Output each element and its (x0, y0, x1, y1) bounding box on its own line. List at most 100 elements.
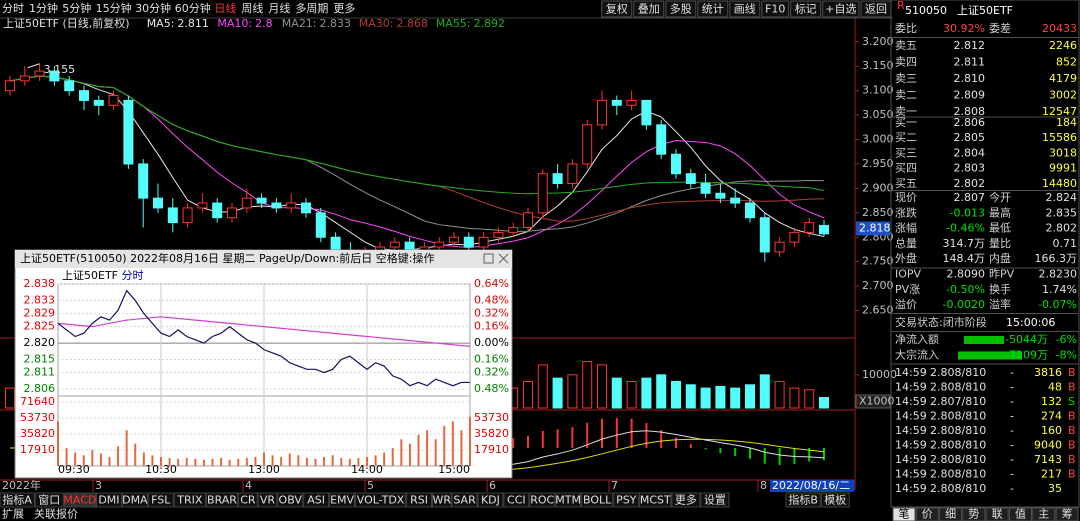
toolbar-button-label[interactable]: +自选 (825, 3, 856, 16)
side-tab-label[interactable]: 势 (968, 508, 979, 521)
toolbar-button[interactable] (697, 0, 729, 18)
toolbar-button[interactable] (822, 0, 860, 18)
side-tab-label[interactable]: 价 (922, 508, 933, 521)
indicator-tab-label[interactable]: CCI (507, 494, 526, 507)
indicator-tab[interactable] (238, 492, 258, 508)
period-tab[interactable]: 日线 (214, 1, 236, 15)
period-tab[interactable]: 更多 (333, 1, 355, 15)
indicator-tab-label[interactable]: 窗口 (38, 493, 60, 507)
toolbar-button-label[interactable]: F10 (765, 3, 785, 16)
indicator-tab[interactable] (671, 492, 701, 508)
indicator-tab-label[interactable]: 更多 (675, 493, 697, 507)
indicator-tab[interactable] (820, 492, 850, 508)
indicator-tab[interactable] (277, 492, 304, 508)
indicator-tab-label[interactable]: RSI (410, 494, 428, 507)
toolbar-button-label[interactable]: 画线 (734, 2, 756, 16)
indicator-tab[interactable] (0, 492, 35, 508)
side-tab[interactable] (915, 507, 939, 521)
indicator-tab-label[interactable]: OBV (279, 494, 303, 507)
indicator-tab[interactable] (173, 492, 206, 508)
popup-close[interactable] (498, 253, 509, 264)
indicator-tab-label[interactable]: VOL-TDX (357, 494, 405, 507)
indicator-tab-label[interactable]: KDJ (481, 494, 500, 507)
indicator-tab[interactable] (785, 492, 821, 508)
indicator-tab-label[interactable]: ROC (530, 494, 554, 507)
indicator-tab[interactable] (121, 492, 148, 508)
toolbar-button-label[interactable]: 统计 (702, 3, 724, 16)
indicator-tab-label[interactable]: 指标B (788, 493, 818, 507)
toolbar-button-label[interactable]: 标记 (795, 2, 817, 16)
toolbar-button[interactable] (665, 0, 697, 18)
side-tab-label[interactable]: 主 (1038, 508, 1049, 521)
indicator-tab[interactable] (432, 492, 452, 508)
indicator-tab-label[interactable]: SAR (453, 494, 476, 507)
indicator-tab-label[interactable]: DMA (122, 494, 148, 507)
toolbar-button-label[interactable]: 返回 (865, 3, 887, 16)
side-tab[interactable] (1009, 507, 1032, 521)
indicator-tab-label[interactable]: BOLL (583, 494, 612, 507)
indicator-tab[interactable] (34, 492, 64, 508)
period-tab[interactable]: 60分钟 (175, 1, 211, 15)
toolbar-button-label[interactable]: 复权 (606, 2, 628, 16)
indicator-tab[interactable] (303, 492, 330, 508)
period-tab[interactable]: 1分钟 (29, 1, 58, 15)
indicator-tab[interactable] (451, 492, 478, 508)
indicator-tab-label[interactable]: WR (433, 494, 452, 507)
indicator-tab-label[interactable]: DMI (98, 494, 119, 507)
indicator-tab[interactable] (329, 492, 356, 508)
indicator-tab[interactable] (639, 492, 672, 508)
period-tab[interactable]: 30分钟 (135, 1, 171, 15)
indicator-tab-label[interactable]: CR (240, 494, 256, 507)
indicator-tab[interactable] (355, 492, 407, 508)
indicator-tab-label[interactable]: TRIX (176, 494, 203, 507)
indicator-tab-label[interactable]: BRAR (207, 494, 237, 507)
indicator-tab[interactable] (147, 492, 174, 508)
indicator-tab-label[interactable]: MACD (63, 494, 96, 507)
indicator-tab-label[interactable]: EMV (330, 494, 354, 507)
indicator-tab[interactable] (477, 492, 504, 508)
period-tab[interactable]: 多周期 (295, 1, 328, 15)
indicator-tab[interactable] (257, 492, 278, 508)
indicator-tab[interactable] (700, 492, 730, 508)
period-tab[interactable]: 月线 (268, 1, 290, 15)
side-tab[interactable] (892, 507, 916, 521)
side-tab-label[interactable]: 值 (1015, 508, 1026, 521)
side-tab-label[interactable]: 笔 (899, 507, 910, 521)
side-tab[interactable] (962, 507, 986, 521)
period-tab[interactable]: 分时 (2, 2, 24, 15)
toolbar-button-label[interactable]: 叠加 (638, 3, 660, 16)
indicator-tab-label[interactable]: MCST (640, 494, 671, 507)
indicator-tab[interactable] (503, 492, 530, 508)
toolbar-button[interactable] (729, 0, 761, 18)
indicator-tab[interactable] (205, 492, 239, 508)
indicator-tab[interactable] (613, 492, 640, 508)
indicator-tab[interactable] (529, 492, 556, 508)
side-tab[interactable] (985, 507, 1009, 521)
toolbar-button[interactable] (761, 0, 790, 18)
indicator-tab[interactable] (63, 492, 97, 508)
indicator-tab[interactable] (96, 492, 122, 508)
side-tab-label[interactable]: 筹 (1062, 507, 1073, 521)
side-tab[interactable] (939, 507, 963, 521)
side-tab-label[interactable]: 联 (992, 508, 1003, 521)
period-tab[interactable]: 周线 (241, 1, 263, 15)
bottom-tab[interactable]: 扩展 (2, 507, 24, 521)
bottom-tab[interactable]: 关联报价 (34, 507, 78, 521)
toolbar-button[interactable] (790, 0, 822, 18)
side-tab[interactable] (1055, 507, 1079, 521)
indicator-tab-label[interactable]: 模板 (824, 493, 846, 507)
popup-max[interactable] (483, 253, 494, 264)
indicator-tab-label[interactable]: PSY (616, 494, 637, 507)
indicator-tab-label[interactable]: 指标A (2, 493, 32, 507)
toolbar-button[interactable] (633, 0, 665, 18)
side-tab-label[interactable]: 细 (945, 508, 956, 521)
toolbar-button[interactable] (601, 0, 633, 18)
indicator-tab[interactable] (581, 492, 614, 508)
indicator-tab-label[interactable]: FSL (151, 494, 171, 507)
side-tab[interactable] (1032, 507, 1056, 521)
indicator-tab-label[interactable]: VR (260, 494, 276, 507)
indicator-tab[interactable] (555, 492, 582, 508)
indicator-tab-label[interactable]: ASI (307, 494, 325, 507)
period-tab[interactable]: 5分钟 (62, 1, 91, 15)
toolbar-button-label[interactable]: 多股 (670, 2, 692, 16)
